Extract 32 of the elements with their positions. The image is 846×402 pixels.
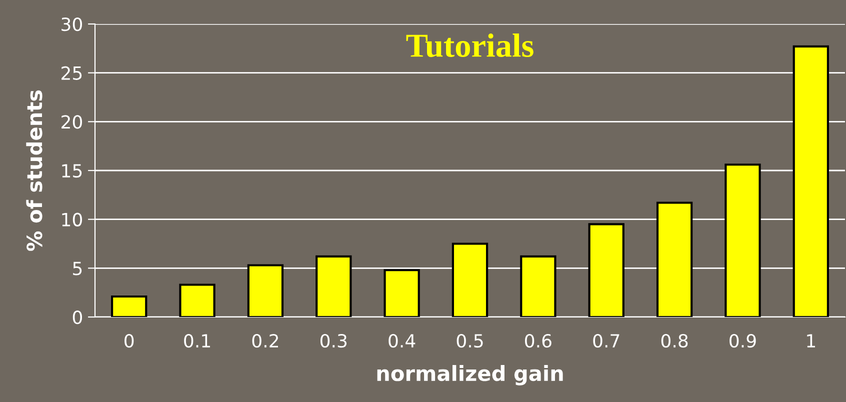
x-axis-title: normalized gain (377, 365, 563, 386)
bar (316, 255, 352, 317)
bar (792, 45, 829, 317)
bar (247, 264, 284, 317)
bar (384, 269, 420, 317)
y-tick-label: 10 (62, 212, 82, 226)
bar (520, 255, 556, 317)
y-tick-label: 30 (62, 17, 82, 32)
bar (179, 284, 216, 317)
x-tick-label: 0.4 (388, 334, 416, 348)
x-tick-label: 0 (124, 334, 134, 348)
x-tick-label: 0.8 (661, 334, 688, 348)
x-tick-label: 0.2 (252, 334, 278, 348)
bar (724, 164, 761, 317)
y-axis-title: % of students (26, 90, 42, 251)
bar (452, 242, 488, 317)
x-tick-label: 0.9 (730, 334, 756, 348)
y-tick-label: 5 (73, 262, 82, 276)
x-tick-label: 0.3 (320, 334, 347, 348)
bar (656, 202, 693, 317)
y-tick-label: 20 (62, 115, 82, 129)
chart-title: Tutorials (406, 34, 534, 58)
x-tick-label: 0.7 (593, 334, 620, 348)
bar (588, 223, 624, 317)
y-tick-label: 15 (62, 164, 82, 178)
x-tick-label: 1 (807, 334, 815, 348)
bar (111, 295, 148, 317)
x-tick-label: 0.6 (525, 334, 552, 348)
y-tick-label: 0 (72, 310, 82, 324)
x-tick-label: 0.1 (184, 334, 210, 348)
y-tick-label: 25 (62, 66, 82, 80)
x-tick-label: 0.5 (456, 334, 483, 348)
